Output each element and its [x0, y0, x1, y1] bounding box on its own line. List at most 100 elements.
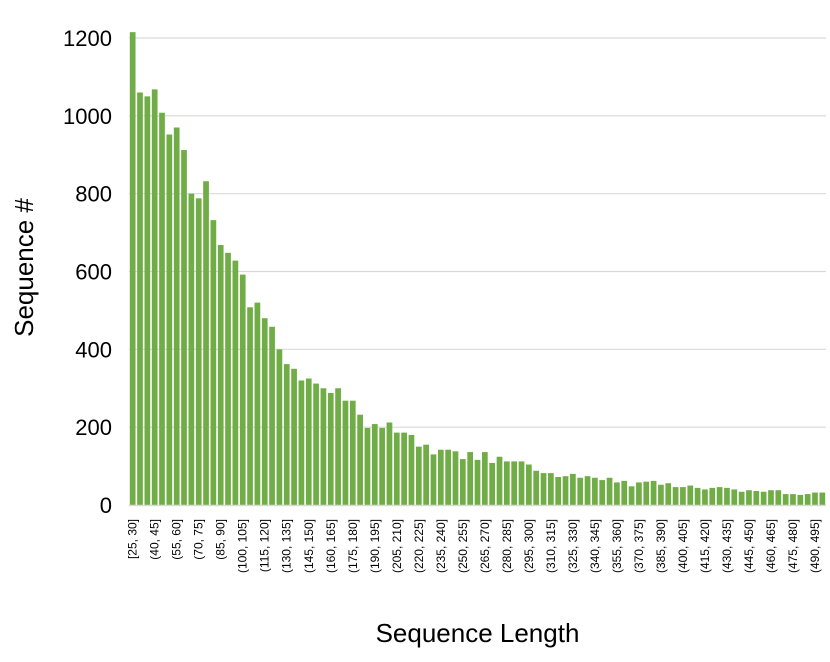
bar: [606, 477, 613, 505]
bar: [738, 491, 745, 505]
bar: [181, 150, 187, 505]
y-axis-title: Sequence #: [9, 198, 39, 337]
bar: [768, 490, 774, 505]
bar: [159, 112, 165, 505]
x-tick-label: [25, 30]: [126, 519, 140, 559]
bar: [269, 326, 275, 505]
bar: [702, 489, 708, 505]
bar: [144, 96, 151, 506]
bar: [540, 473, 547, 505]
bar: [232, 260, 239, 505]
bar: [621, 480, 628, 505]
bar: [445, 449, 452, 505]
bar: [716, 487, 723, 505]
bar: [760, 491, 767, 505]
bar: [166, 134, 173, 505]
bar: [562, 476, 569, 505]
y-tick-labels: 0 200 400 600 800 1000 1200: [63, 26, 112, 518]
bar: [203, 181, 209, 505]
y-tick-label: 600: [75, 260, 112, 285]
bar: [518, 461, 525, 505]
bar: [452, 451, 459, 505]
bar: [643, 481, 650, 505]
bar: [254, 302, 261, 505]
x-tick-label: (445, 450]: [742, 519, 756, 573]
bar: [782, 494, 789, 505]
bar: [327, 392, 334, 505]
bar: [658, 484, 664, 505]
bar: [672, 487, 679, 505]
bar: [247, 307, 253, 505]
y-tick-label: 400: [75, 337, 112, 362]
bar: [481, 452, 488, 505]
bar: [797, 494, 804, 505]
bar: [599, 480, 606, 505]
bar: [283, 364, 290, 505]
bar: [379, 427, 385, 505]
bar: [151, 89, 158, 506]
bar: [694, 487, 701, 505]
bar: [555, 476, 562, 505]
bar: [731, 489, 738, 505]
bar: [577, 477, 584, 505]
y-tick-label: 800: [75, 182, 112, 207]
x-tick-label: (460, 465]: [764, 519, 778, 573]
bar: [408, 434, 415, 505]
bar: [239, 274, 246, 505]
x-tick-label: (385, 390]: [654, 519, 668, 573]
bar: [393, 432, 400, 505]
bar: [298, 380, 305, 505]
bar: [313, 383, 319, 505]
bar: [474, 459, 481, 505]
x-tick-label: (490, 495]: [808, 519, 822, 573]
bar: [503, 461, 510, 505]
y-tick-label: 1200: [63, 26, 112, 51]
bar: [225, 252, 231, 505]
bar: [276, 349, 283, 505]
bar: [291, 368, 297, 505]
x-tick-label: (340, 345]: [588, 519, 602, 573]
bar: [746, 490, 752, 505]
bar: [628, 486, 635, 505]
bar: [724, 487, 730, 505]
x-tick-label: (115, 120]: [258, 519, 272, 572]
bar: [584, 476, 591, 505]
x-tick-label: (220, 225]: [412, 519, 426, 573]
bar: [548, 473, 554, 505]
bar: [467, 452, 474, 505]
bar: [614, 482, 620, 505]
bar: [489, 462, 496, 505]
x-tick-label: (475, 480]: [786, 519, 800, 573]
bar: [415, 446, 422, 506]
x-tick-label: (430, 435]: [720, 519, 734, 573]
x-axis-title: Sequence Length: [376, 618, 580, 648]
x-tick-label: (370, 375]: [632, 519, 646, 573]
bar: [423, 444, 429, 505]
x-tick-label: (70, 75]: [192, 519, 206, 560]
bar: [349, 400, 356, 505]
bar: [650, 480, 657, 505]
x-tick-label: (190, 195]: [368, 519, 382, 573]
bar: [511, 461, 518, 505]
x-tick-label: (235, 240]: [434, 519, 448, 573]
x-tick-label: (295, 300]: [522, 519, 536, 573]
bar: [526, 464, 532, 505]
bar: [533, 470, 540, 505]
x-tick-label: (325, 330]: [566, 519, 580, 573]
bar: [210, 220, 217, 505]
x-tick-label: (85, 90]: [214, 519, 228, 560]
bar: [570, 473, 576, 505]
bar: [790, 494, 796, 505]
x-tick-label: (55, 60]: [170, 519, 184, 560]
x-tick-label: (160, 165]: [324, 519, 338, 573]
bar: [401, 432, 407, 505]
bar: [665, 483, 672, 505]
x-tick-label: (280, 285]: [500, 519, 514, 573]
bar: [357, 414, 363, 505]
bar: [496, 456, 503, 505]
bar: [687, 485, 694, 505]
x-tick-label: (265, 270]: [478, 519, 492, 573]
bar: [386, 422, 393, 505]
